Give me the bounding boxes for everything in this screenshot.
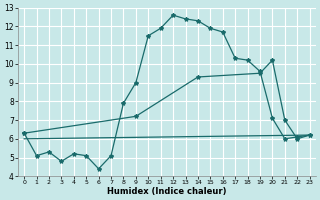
X-axis label: Humidex (Indice chaleur): Humidex (Indice chaleur) xyxy=(107,187,227,196)
